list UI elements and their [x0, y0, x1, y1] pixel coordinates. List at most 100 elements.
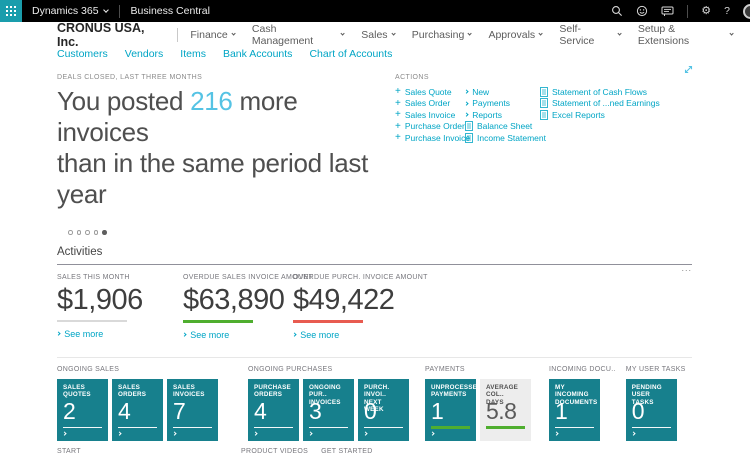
menu-approvals[interactable]: Approvals [488, 29, 544, 41]
kpi-overdue-purchase-invoice: OVERDUE PURCH. INVOICE AMOUNT $49,422 Se… [292, 273, 428, 340]
product-name: Business Central [130, 5, 210, 17]
chevron-down-icon [729, 31, 734, 37]
actions-nav-column: New Payments Reports Balance Sheet Incom… [464, 86, 546, 144]
chevron-down-icon [538, 31, 544, 37]
plus-icon: + [395, 120, 401, 132]
action-sales-quote[interactable]: + Sales Quote [395, 86, 452, 98]
action-purchase-invoice[interactable]: + Purchase Invoice [395, 132, 471, 144]
tile-green-bar [431, 425, 470, 429]
kpi-value[interactable]: $1,906 [57, 283, 143, 316]
quick-links-row: Customers Vendors Items Bank Accounts Ch… [57, 48, 750, 61]
search-icon[interactable] [611, 5, 623, 17]
excel-report-icon [540, 109, 548, 120]
menu-sales[interactable]: Sales [361, 29, 396, 41]
tile-unprocessed-payments[interactable]: UNPROCESSED PAYMENTS 1 [425, 378, 482, 441]
action-statement-cash-flows[interactable]: Statement of Cash Flows [540, 86, 692, 98]
link-items[interactable]: Items [180, 48, 206, 60]
kpi-value[interactable]: $49,422 [293, 283, 395, 316]
group-get-started: GET STARTED Replay Getting Started [321, 447, 373, 454]
more-options-ellipsis-icon[interactable]: ... [681, 262, 692, 273]
chevron-right-icon [430, 431, 435, 437]
menu-finance[interactable]: Finance [190, 29, 236, 41]
tile-sales-quotes[interactable]: SALES QUOTES 2 [57, 378, 108, 441]
tile-my-incoming-documents[interactable]: MY INCOMING DOCUMENTS 1 [549, 378, 600, 441]
menu-cash-management[interactable]: Cash Management [252, 23, 345, 47]
tile-pending-user-tasks[interactable]: PENDING USER TASKS 0 [625, 378, 677, 441]
company-name[interactable]: CRONUS USA, Inc. [57, 21, 145, 49]
app-launcher-waffle-icon[interactable] [0, 0, 22, 22]
chevron-down-icon [390, 31, 396, 37]
chevron-right-icon [117, 431, 122, 437]
chevron-right-icon [554, 431, 559, 437]
action-purchase-order[interactable]: + Purchase Order [395, 120, 465, 132]
tile-average-collection-days[interactable]: AVERAGE COL.. DAYS 5.8 [480, 378, 531, 441]
chevron-right-icon [464, 89, 469, 95]
group-payments: PAYMENTS UNPROCESSED PAYMENTS 1 AVERAGE … [425, 366, 531, 441]
chevron-right-icon [56, 331, 61, 336]
company-menu-row: CRONUS USA, Inc. Finance Cash Management… [57, 21, 750, 49]
tile-underline [364, 426, 403, 428]
action-sales-invoice[interactable]: + Sales Invoice [395, 109, 456, 121]
start-section: START + Sales Quote + Sales Order + Sale… [57, 448, 750, 454]
tile-underline [631, 426, 671, 428]
dynamics365-app-switcher[interactable]: Dynamics 365 [32, 5, 109, 17]
chat-icon[interactable] [661, 5, 674, 17]
group-ongoing-sales: ONGOING SALES SALES QUOTES 2 SALES ORDER… [57, 366, 218, 441]
menu-self-service[interactable]: Self-Service [559, 23, 622, 47]
carousel-dot-4[interactable] [93, 230, 98, 235]
plus-icon: + [395, 132, 401, 144]
see-more-link[interactable]: See more [292, 330, 428, 340]
report-document-icon [465, 121, 473, 132]
feedback-smiley-icon[interactable] [636, 5, 648, 17]
header-divider [177, 28, 179, 42]
tile-purchase-orders[interactable]: PURCHASE ORDERS 4 [248, 378, 299, 441]
chevron-down-icon [102, 7, 109, 13]
action-sales-order[interactable]: + Sales Order [395, 97, 451, 109]
tile-purchase-invoices-next-week[interactable]: PURCH. INVOI.. NEXT WEEK 0 [358, 378, 409, 441]
action-reports[interactable]: Reports [464, 109, 540, 121]
see-more-link[interactable]: See more [56, 329, 183, 339]
actions-statements-column: Statement of Cash Flows Statement of ...… [540, 86, 692, 144]
chevron-right-icon [172, 431, 177, 437]
report-document-icon [465, 132, 473, 143]
insight-kicker: DEALS CLOSED, LAST THREE MONTHS [57, 74, 203, 81]
top-app-bar: Dynamics 365 Business Central ⚙ ? [0, 0, 750, 22]
kpi-value[interactable]: $63,890 [183, 283, 285, 316]
kpi-accent-bar [57, 319, 127, 322]
carousel-dot-3[interactable] [85, 230, 90, 235]
menu-purchasing[interactable]: Purchasing [412, 29, 473, 41]
action-new[interactable]: New [464, 86, 540, 98]
chevron-right-icon [363, 431, 368, 437]
account-avatar[interactable] [743, 3, 750, 19]
tile-sales-orders[interactable]: SALES ORDERS 4 [112, 378, 163, 441]
action-payments[interactable]: Payments [464, 98, 540, 110]
link-customers[interactable]: Customers [57, 48, 108, 60]
plus-icon: + [395, 86, 401, 98]
action-income-statement[interactable]: Income Statement [465, 132, 546, 144]
carousel-dot-2[interactable] [76, 230, 81, 235]
carousel-dot-5-active[interactable] [102, 230, 107, 235]
tile-ongoing-purchase-invoices[interactable]: ONGOING PUR.. INVOICES 3 [303, 378, 354, 441]
see-more-link[interactable]: See more [182, 330, 293, 340]
expand-diagonal-icon[interactable] [683, 62, 694, 80]
chevron-right-icon [464, 112, 469, 118]
tile-sales-invoices[interactable]: SALES INVOICES 7 [167, 378, 218, 441]
link-chart-of-accounts[interactable]: Chart of Accounts [309, 48, 393, 60]
headline-highlight-number: 216 [190, 86, 233, 116]
tile-green-bar [486, 425, 525, 429]
help-icon[interactable]: ? [724, 5, 730, 17]
action-balance-sheet[interactable]: Balance Sheet [465, 121, 540, 133]
carousel-dot-1[interactable] [68, 230, 73, 235]
chevron-down-icon [467, 31, 473, 37]
group-start: START + Sales Quote + Sales Order + Sale… [57, 447, 81, 454]
action-statement-retained-earnings[interactable]: Statement of ...ned Earnings [540, 98, 692, 110]
tile-underline [173, 426, 212, 428]
menu-setup-extensions[interactable]: Setup & Extensions [638, 23, 734, 47]
settings-gear-icon[interactable]: ⚙ [701, 4, 712, 17]
chevron-right-icon [62, 431, 67, 437]
group-product-videos: PRODUCT VIDEOS Product Videos [241, 447, 309, 454]
link-bank-accounts[interactable]: Bank Accounts [222, 48, 293, 60]
link-vendors[interactable]: Vendors [124, 48, 164, 60]
activities-title: Activities [57, 246, 692, 265]
action-excel-reports[interactable]: Excel Reports [540, 109, 692, 121]
